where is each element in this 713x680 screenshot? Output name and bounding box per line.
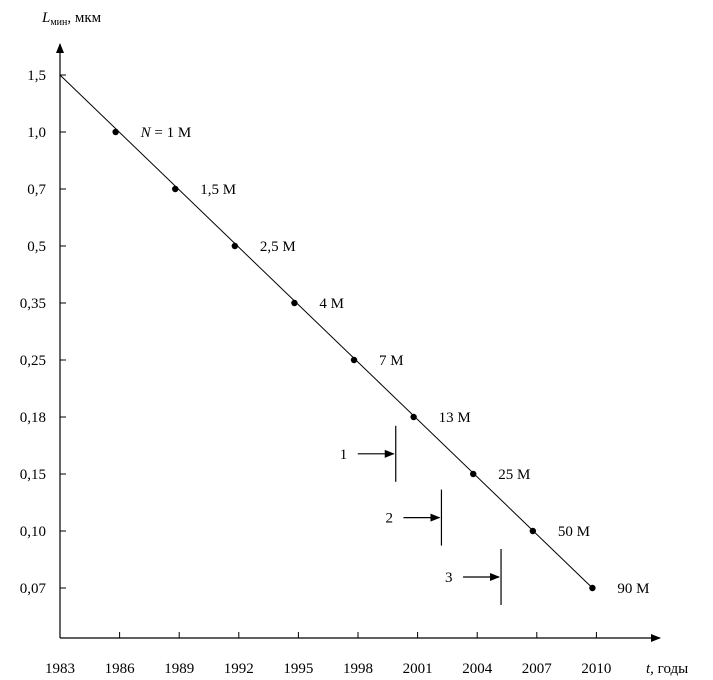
y-ticks: 1,5 1,0 0,7 0,5 0,35 0,25 0,18 0,15 0,10 0,07 <box>20 68 66 597</box>
y-axis-title: Lмин, мкм <box>41 10 102 28</box>
y-tick-label: 0,25 <box>20 353 46 369</box>
data-point <box>172 185 179 193</box>
y-tick-label: 0,5 <box>27 239 46 255</box>
x-axis-symbol: t <box>646 661 651 677</box>
y-axis-subscript: мин <box>50 17 68 28</box>
y-tick-label: 0,7 <box>27 182 46 198</box>
data-label: 25 M <box>498 467 530 483</box>
data-point <box>589 584 596 592</box>
y-tick-label: 0,15 <box>20 467 46 483</box>
data-point <box>410 413 417 421</box>
x-tick-label: 1983 <box>45 661 75 677</box>
marker-label: 3 <box>445 570 453 586</box>
data-label-symbol: N <box>140 125 152 141</box>
y-tick-label: 0,07 <box>20 581 47 597</box>
data-point <box>350 356 358 364</box>
x-tick-label: 2004 <box>462 661 493 677</box>
x-tick-label: 2001 <box>403 661 433 677</box>
x-tick-label: 1992 <box>224 661 254 677</box>
x-tick-label: 2010 <box>581 661 611 677</box>
data-point <box>231 242 239 250</box>
data-label: 2,5 M <box>260 239 296 255</box>
x-ticks: 1983 1986 1989 1992 1995 1998 2001 2004 2007 2010 <box>45 632 611 677</box>
marker-label: 1 <box>340 447 348 463</box>
x-tick-label: 1986 <box>105 661 136 677</box>
data-label: 50 M <box>558 524 590 540</box>
data-point <box>112 128 119 136</box>
y-tick-label: 0,18 <box>20 410 46 426</box>
data-point <box>529 527 537 535</box>
x-tick-label: 1998 <box>343 661 373 677</box>
y-axis-symbol: L <box>41 10 50 26</box>
data-label: 1,5 M <box>200 182 236 198</box>
y-axis-unit: , мкм <box>67 10 101 26</box>
x-tick-label: 2007 <box>522 661 553 677</box>
markers: 1 2 3 <box>340 425 502 605</box>
data-label: 7 M <box>379 353 404 369</box>
data-point <box>291 299 298 307</box>
data-label: N = 1 M <box>140 125 192 141</box>
x-tick-label: 1995 <box>283 661 313 677</box>
y-tick-label: 0,10 <box>20 524 46 540</box>
y-tick-label: 1,5 <box>27 68 46 84</box>
data-points: N = 1 M 1,5 M 2,5 M 4 M 7 M 13 M 25 M 50 M 90 M <box>112 125 650 597</box>
y-tick-label: 0,35 <box>20 296 46 312</box>
data-label: 90 M <box>617 581 649 597</box>
data-label: 13 M <box>439 410 471 426</box>
data-label-value: = 1 M <box>151 125 192 141</box>
trend-line <box>59 74 593 589</box>
trend <box>59 74 593 589</box>
y-tick-label: 1,0 <box>27 125 46 141</box>
x-tick-label: 1989 <box>164 661 194 677</box>
x-axis-title: t, годы <box>646 661 688 677</box>
x-axis-unit: , годы <box>650 661 688 677</box>
marker-label: 2 <box>385 511 393 527</box>
data-label: 4 M <box>319 296 344 312</box>
data-point <box>470 470 477 478</box>
